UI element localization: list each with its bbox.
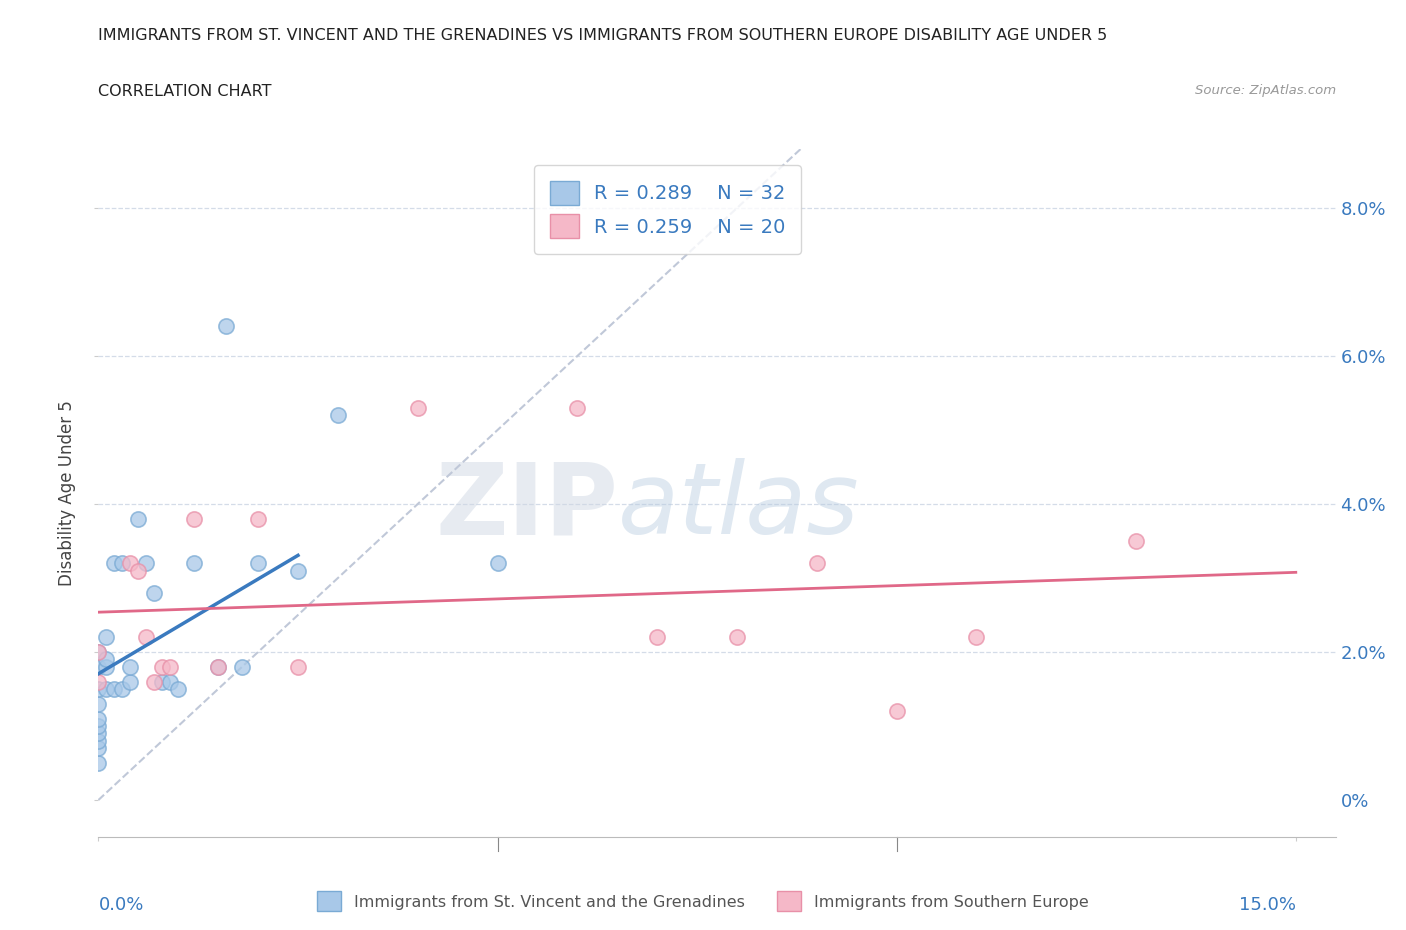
Point <box>1125 534 1147 549</box>
Point <box>287 564 309 578</box>
Point <box>886 704 908 719</box>
Point <box>645 630 668 644</box>
Point <box>207 659 229 674</box>
Point <box>127 564 149 578</box>
Text: IMMIGRANTS FROM ST. VINCENT AND THE GRENADINES VS IMMIGRANTS FROM SOUTHERN EUROP: IMMIGRANTS FROM ST. VINCENT AND THE GREN… <box>98 28 1108 43</box>
Text: atlas: atlas <box>619 458 859 555</box>
Point <box>87 682 110 697</box>
Point <box>150 674 173 689</box>
Point <box>143 585 166 600</box>
Point <box>207 659 229 674</box>
Point <box>406 400 429 415</box>
Point <box>87 674 110 689</box>
Point <box>183 556 205 571</box>
Point <box>87 726 110 741</box>
Point <box>247 512 270 526</box>
Point <box>96 630 118 644</box>
Point <box>111 556 134 571</box>
Point <box>120 674 142 689</box>
Point <box>135 630 157 644</box>
Point <box>103 682 125 697</box>
Point <box>167 682 190 697</box>
Point <box>159 659 181 674</box>
Text: 15.0%: 15.0% <box>1239 897 1296 914</box>
Point <box>183 512 205 526</box>
Point <box>87 734 110 749</box>
Point <box>966 630 988 644</box>
Point <box>159 674 181 689</box>
Point <box>96 682 118 697</box>
Point <box>567 400 589 415</box>
Point <box>120 659 142 674</box>
Y-axis label: Disability Age Under 5: Disability Age Under 5 <box>58 400 76 586</box>
Point <box>87 755 110 770</box>
Legend: Immigrants from St. Vincent and the Grenadines, Immigrants from Southern Europe: Immigrants from St. Vincent and the Gren… <box>311 885 1095 917</box>
Legend: R = 0.289    N = 32, R = 0.259    N = 20: R = 0.289 N = 32, R = 0.259 N = 20 <box>534 166 801 254</box>
Point <box>806 556 828 571</box>
Point <box>111 682 134 697</box>
Point <box>87 711 110 726</box>
Point <box>247 556 270 571</box>
Point <box>87 719 110 734</box>
Point <box>150 659 173 674</box>
Point <box>326 407 349 422</box>
Point <box>143 674 166 689</box>
Point <box>287 659 309 674</box>
Point <box>231 659 253 674</box>
Point <box>87 644 110 659</box>
Point <box>87 644 110 659</box>
Point <box>103 556 125 571</box>
Point <box>87 741 110 756</box>
Point <box>215 319 238 334</box>
Point <box>96 652 118 667</box>
Text: 0.0%: 0.0% <box>98 897 143 914</box>
Point <box>120 556 142 571</box>
Text: CORRELATION CHART: CORRELATION CHART <box>98 84 271 99</box>
Point <box>96 659 118 674</box>
Text: ZIP: ZIP <box>436 458 619 555</box>
Point <box>127 512 149 526</box>
Point <box>725 630 748 644</box>
Point <box>135 556 157 571</box>
Point <box>87 697 110 711</box>
Point <box>87 659 110 674</box>
Point <box>486 556 509 571</box>
Text: Source: ZipAtlas.com: Source: ZipAtlas.com <box>1195 84 1336 97</box>
